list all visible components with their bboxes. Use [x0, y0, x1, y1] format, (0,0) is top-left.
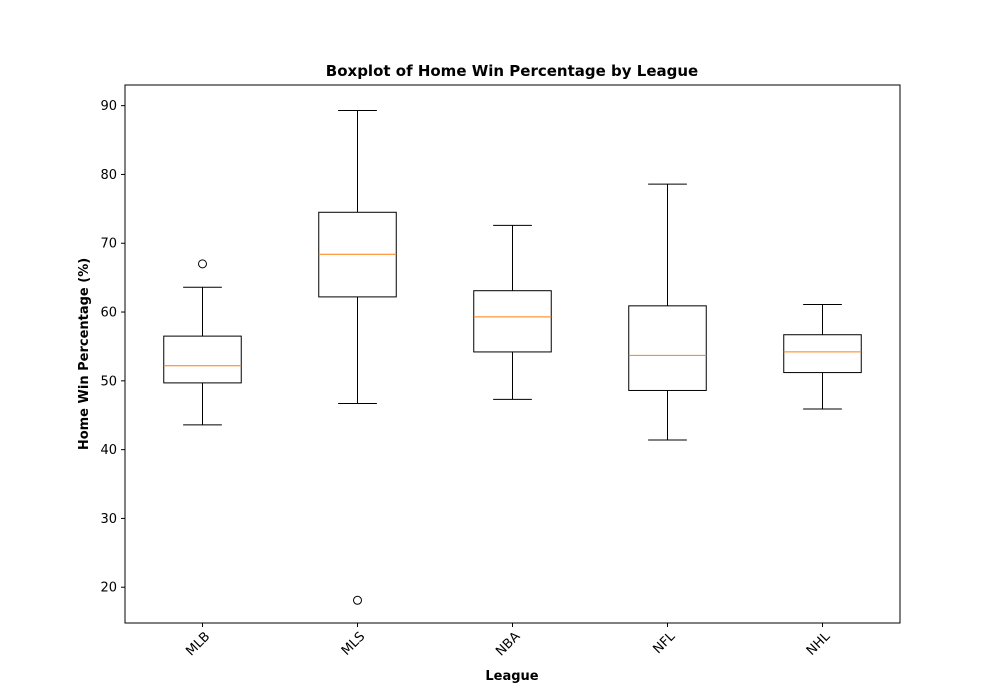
box-nhl: [783, 334, 862, 374]
box-nba: [473, 290, 552, 353]
y-tick-label: 50: [100, 374, 117, 389]
x-axis-label: League: [485, 669, 538, 684]
y-tick-label: 90: [100, 99, 117, 114]
plot-frame: [124, 84, 901, 624]
box-nfl: [628, 305, 707, 391]
y-tick-label: 30: [100, 512, 117, 527]
y-axis-label: Home Win Percentage (%): [77, 258, 92, 450]
outlier-mls: [353, 595, 362, 605]
y-tick-label: 20: [100, 581, 117, 596]
y-tick-label: 70: [100, 237, 117, 252]
y-tick-label: 40: [100, 443, 117, 458]
y-tick-label: 60: [100, 306, 117, 321]
outlier-mlb: [198, 259, 207, 269]
box-mlb: [163, 335, 242, 384]
y-tick-label: 80: [100, 168, 117, 183]
chart-title: Boxplot of Home Win Percentage by League: [326, 62, 698, 80]
